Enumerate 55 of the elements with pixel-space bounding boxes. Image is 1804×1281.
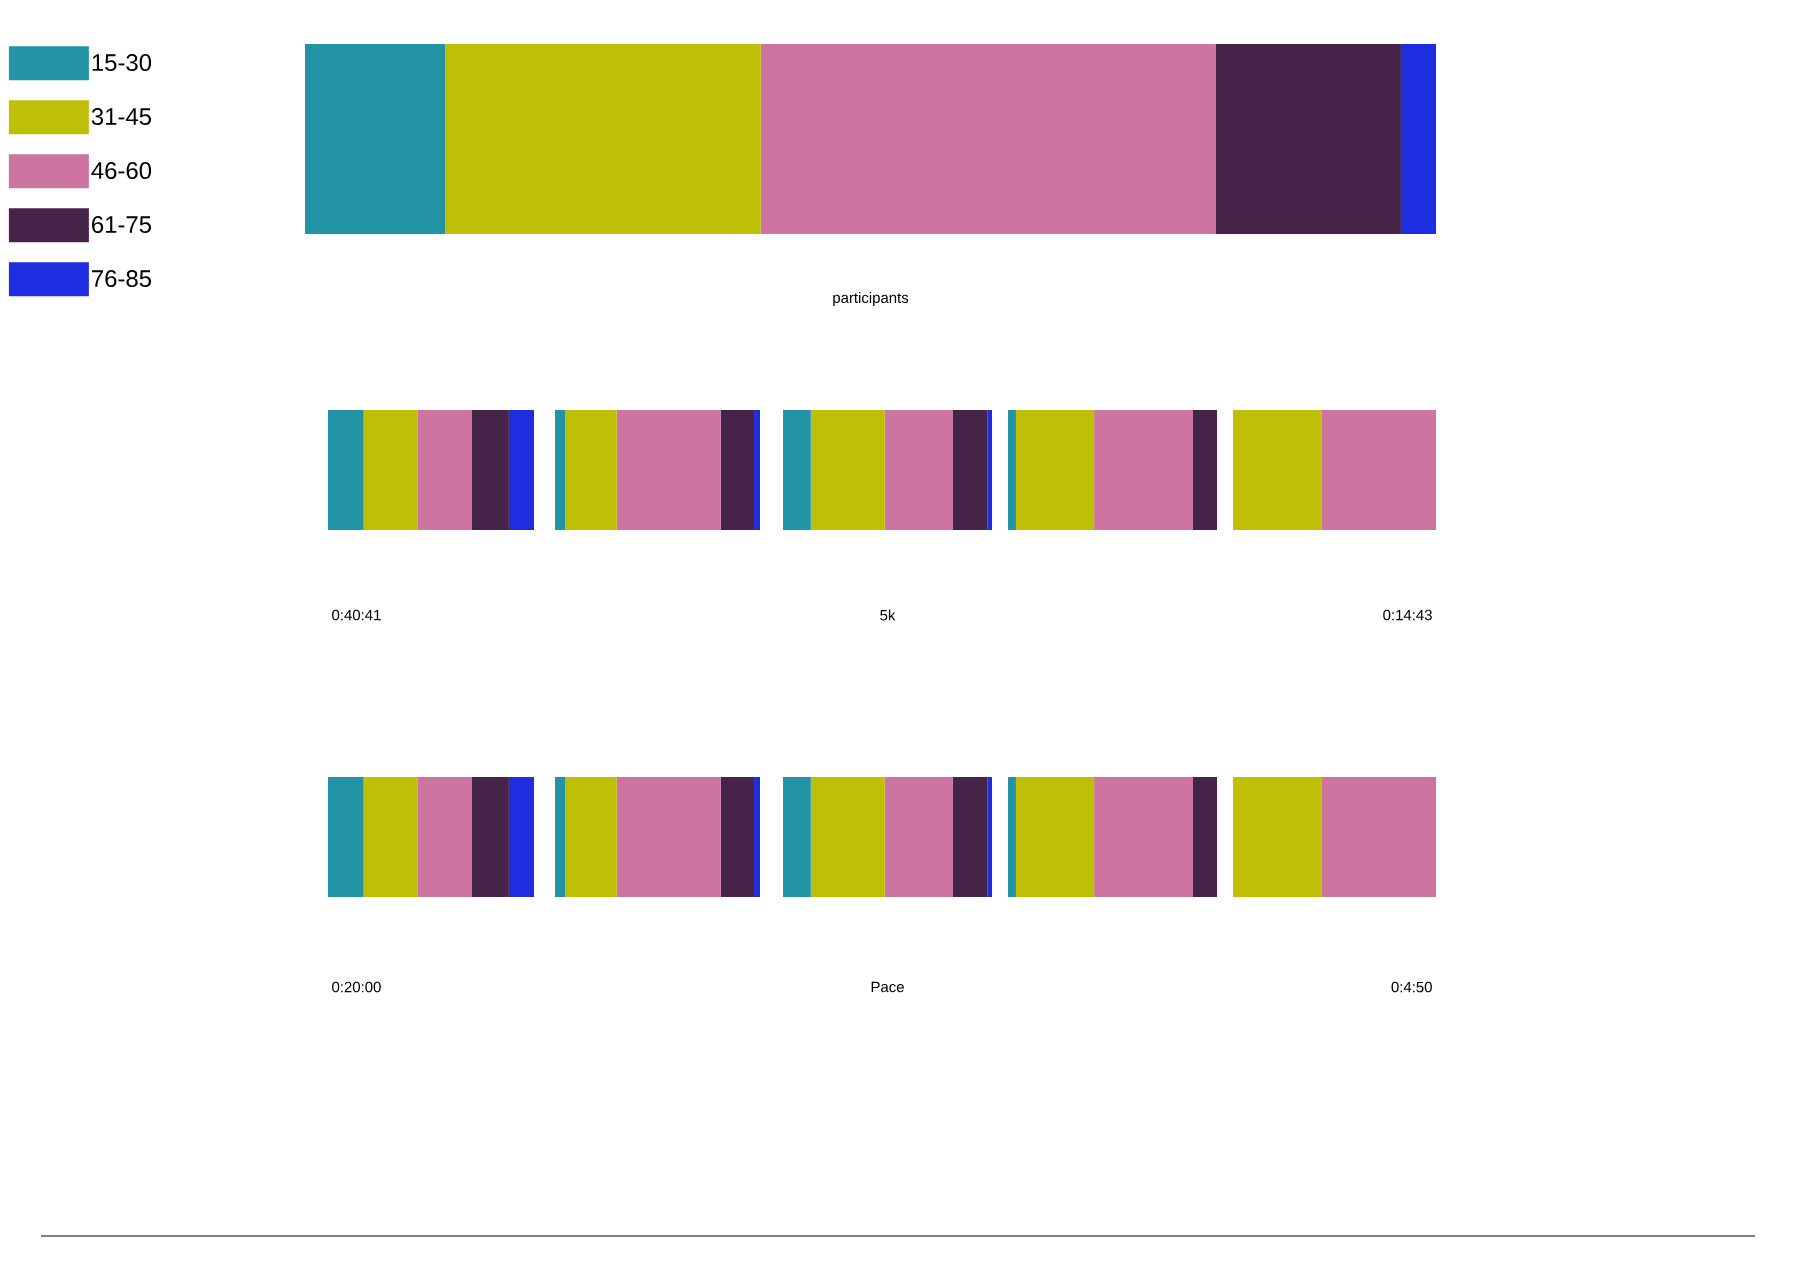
bar — [328, 410, 364, 531]
bar — [508, 410, 535, 531]
legend-label: 31-45 — [91, 108, 152, 126]
bar — [472, 777, 509, 898]
bar — [417, 410, 472, 531]
bar — [363, 410, 418, 531]
text: 0:4:50 — [1391, 981, 1432, 993]
bar — [555, 410, 566, 531]
bar — [884, 777, 953, 898]
bar — [987, 777, 993, 898]
bar — [810, 777, 885, 898]
bar — [754, 777, 761, 898]
legend-label: 76-85 — [92, 270, 152, 288]
text: 0:14:43 — [1383, 609, 1432, 621]
bar — [328, 777, 364, 898]
bar — [508, 777, 535, 898]
x-axis-title: Pace — [871, 981, 904, 993]
bar — [1015, 777, 1095, 898]
x-axis-title: 5k — [880, 609, 896, 621]
text: 0:40:41 — [332, 609, 381, 621]
bar — [305, 44, 446, 235]
bar — [783, 410, 811, 531]
bar — [445, 44, 761, 235]
bar — [1094, 410, 1193, 531]
bar — [565, 410, 617, 531]
bar — [760, 44, 1216, 235]
bar — [616, 777, 721, 898]
bar — [1015, 410, 1095, 531]
bar — [754, 410, 761, 531]
bar — [555, 777, 566, 898]
bar — [1094, 777, 1193, 898]
bar — [417, 777, 472, 898]
bar — [952, 777, 988, 898]
bar — [472, 410, 509, 531]
bar — [1008, 777, 1016, 898]
bar — [1008, 410, 1016, 531]
legend-label: 15-30 — [92, 54, 152, 72]
bar — [1192, 777, 1218, 898]
bar — [1215, 44, 1401, 235]
bar — [1192, 410, 1218, 531]
x-axis-title: participants — [833, 292, 909, 306]
bar — [720, 777, 755, 898]
bar — [565, 777, 617, 898]
bar — [987, 410, 993, 531]
legend-label: 46-60 — [91, 162, 152, 180]
bar — [783, 777, 811, 898]
bar — [952, 410, 988, 531]
bar — [884, 410, 953, 531]
bar — [616, 410, 721, 531]
bar — [720, 410, 755, 531]
bar — [810, 410, 885, 531]
bar — [1400, 44, 1437, 235]
legend-label: 61-75 — [92, 216, 152, 234]
text: 0:20:00 — [332, 981, 381, 993]
bar — [363, 777, 418, 898]
